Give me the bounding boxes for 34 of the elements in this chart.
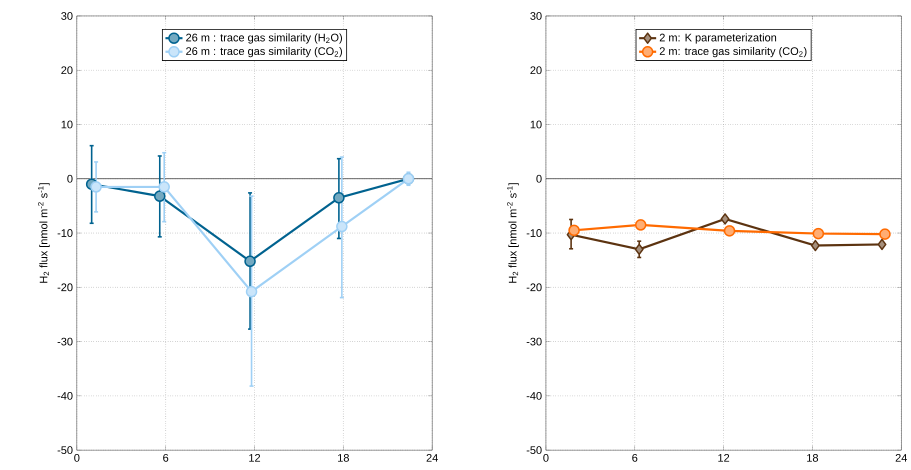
y-tick-label: -50 (526, 446, 542, 454)
y-tick-label: 30 (530, 12, 542, 20)
x-tick-label: 24 (426, 454, 438, 462)
y-tick-label: -40 (526, 392, 542, 400)
y-tick-label: 20 (530, 66, 542, 74)
y-tick-label: -40 (58, 392, 73, 400)
x-tick-label: 18 (338, 454, 349, 462)
y-tick-label: 30 (61, 12, 73, 20)
y-tick-label: -50 (58, 446, 73, 454)
legend-label: 26 m : trace gas similarity (H$_{2}$O) (186, 33, 342, 44)
y-tick-label: 20 (61, 66, 73, 74)
x-tick-label: 12 (249, 454, 260, 462)
y-tick-label: -10 (526, 229, 542, 237)
y-tick-label: -30 (526, 338, 542, 346)
y-tick-label: -30 (58, 338, 73, 346)
legend-label: 2 m: trace gas similarity (CO$_{2}$) (660, 46, 806, 58)
x-tick-label: 24 (896, 454, 908, 462)
x-tick-label: 0 (543, 454, 549, 462)
legend-label: 2 m: K parameterization (660, 33, 776, 44)
x-tick-label: 18 (807, 454, 818, 462)
y-tick-label: -20 (58, 283, 73, 292)
x-tick-label: 0 (74, 454, 80, 462)
x-tick-label: 12 (718, 454, 730, 462)
y-tick-label: -20 (526, 283, 542, 292)
y-tick-label: 0 (67, 174, 73, 183)
y-tick-label: 10 (530, 120, 542, 128)
y-axis-title: H$_{2}$ flux [nmol m$^{-2}$ s$^{-1}$] (38, 183, 50, 283)
y-axis-title: H$_{2}$ flux [nmol m$^{-2}$ s$^{-1}$] (507, 183, 519, 283)
y-tick-label: 0 (536, 174, 542, 183)
y-tick-label: -10 (58, 229, 73, 237)
legend-label: 26 m : trace gas similarity (CO$_{2}$) (186, 46, 342, 58)
x-tick-label: 6 (163, 454, 168, 462)
x-tick-label: 6 (632, 454, 638, 462)
y-tick-label: 10 (62, 120, 73, 128)
